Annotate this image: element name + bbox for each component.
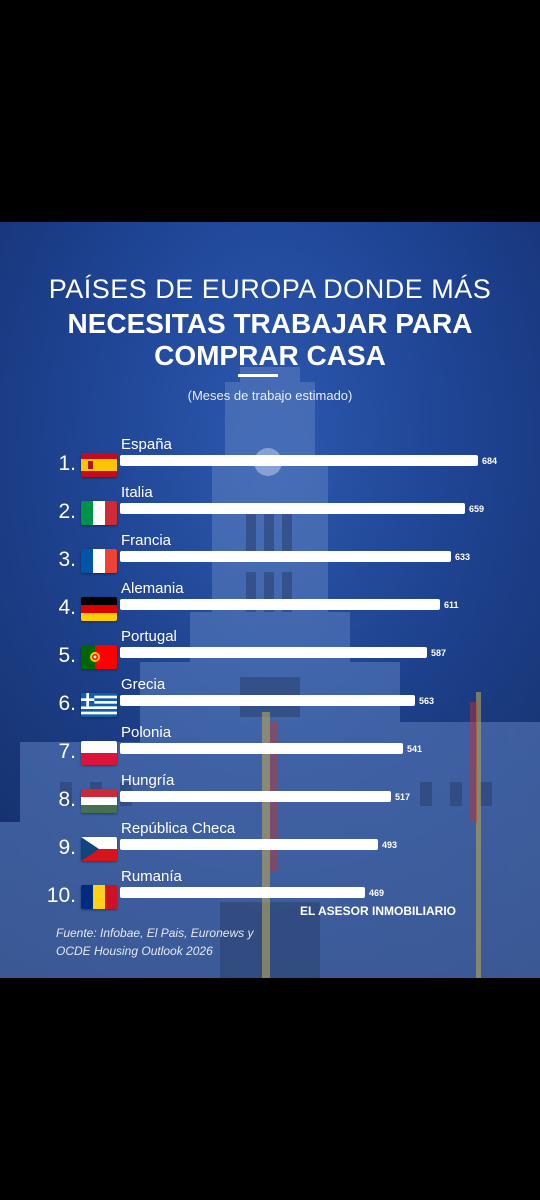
bar-value-label: 469	[369, 888, 385, 898]
bar-value-label: 659	[469, 504, 485, 514]
bar	[120, 647, 427, 658]
bar	[120, 599, 440, 610]
hungary-flag-icon	[81, 789, 117, 813]
bar	[120, 695, 415, 706]
spain-flag-icon	[81, 453, 117, 477]
bar	[120, 839, 378, 850]
rank-number: 2.	[58, 500, 76, 523]
brand-label: EL ASESOR INMOBILIARIO	[300, 904, 457, 918]
infographic-poster: PAÍSES DE EUROPA DONDE MÁS NECESITAS TRA…	[0, 222, 540, 978]
rank-number: 8.	[58, 788, 76, 811]
rank-number: 7.	[58, 740, 76, 763]
greece-flag-icon	[81, 693, 117, 717]
italy-flag-icon	[81, 501, 117, 525]
title-line-2: NECESITAS TRABAJAR PARA	[67, 308, 473, 339]
bar-value-label: 493	[382, 840, 398, 850]
czech-flag-icon	[81, 837, 117, 861]
poland-flag-icon	[81, 741, 117, 765]
rank-number: 10.	[46, 884, 76, 907]
bar	[120, 791, 391, 802]
bar	[120, 503, 465, 514]
bar	[120, 887, 365, 898]
rank-number: 9.	[58, 836, 76, 859]
source-line-1: Fuente: Infobae, El Pais, Euronews y	[56, 926, 254, 940]
bar-value-label: 541	[407, 744, 423, 754]
country-label: Francia	[121, 532, 172, 549]
bar	[120, 551, 451, 562]
france-flag-icon	[81, 549, 117, 573]
chart-subtitle: (Meses de trabajo estimado)	[187, 388, 353, 403]
rank-number: 1.	[58, 452, 76, 475]
country-label: República Checa	[121, 820, 236, 837]
rank-number: 3.	[58, 548, 76, 571]
bar	[120, 743, 403, 754]
bar	[120, 455, 478, 466]
romania-flag-icon	[81, 885, 117, 909]
bar-value-label: 517	[395, 792, 411, 802]
rank-number: 5.	[58, 644, 76, 667]
building-background-image	[0, 222, 540, 978]
country-label: Hungría	[121, 772, 175, 789]
bar-chart: 1. España 684 2. Italia 659 3. Francia 633 4. Alem…	[0, 222, 540, 978]
country-label: Alemania	[121, 580, 184, 597]
country-label: Italia	[121, 484, 153, 501]
rank-number: 4.	[58, 596, 76, 619]
source-line-2: OCDE Housing Outlook 2026	[56, 944, 213, 958]
bar-value-label: 563	[419, 696, 435, 706]
source-note: Fuente: Infobae, El Pais, Euronews y OCD…	[56, 924, 316, 960]
bar-value-label: 611	[444, 600, 459, 610]
title-underline	[238, 374, 278, 377]
country-label: Portugal	[121, 628, 177, 645]
country-label: Grecia	[121, 676, 166, 693]
bar-value-label: 633	[455, 552, 471, 562]
title-line-1: PAÍSES DE EUROPA DONDE MÁS	[48, 274, 492, 304]
portugal-flag-icon	[81, 645, 117, 669]
country-label: Rumanía	[121, 868, 182, 885]
title-line-3: COMPRAR CASA	[154, 340, 386, 371]
rank-number: 6.	[58, 692, 76, 715]
bar-value-label: 684	[482, 456, 498, 466]
country-label: España	[121, 436, 172, 453]
country-label: Polonia	[121, 724, 172, 741]
germany-flag-icon	[81, 597, 117, 621]
bar-value-label: 587	[431, 648, 447, 658]
